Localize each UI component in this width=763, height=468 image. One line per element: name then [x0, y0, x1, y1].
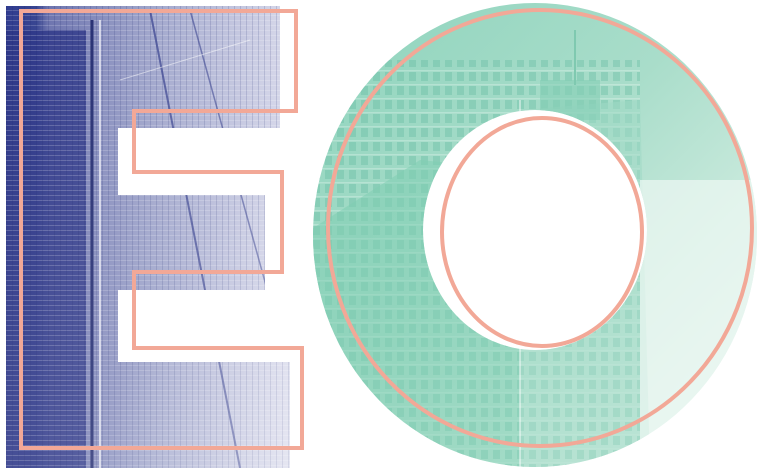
letter-e-fill [6, 6, 290, 468]
letter-o-fill [313, 3, 757, 467]
letter-o-outline-outer [326, 8, 754, 448]
letter-o-outline-inner [440, 116, 644, 348]
letter-e-outline [19, 9, 304, 450]
